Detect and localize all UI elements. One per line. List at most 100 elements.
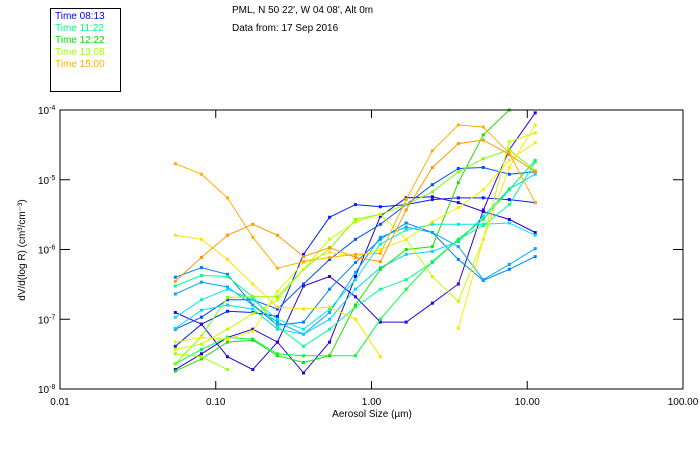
data-point xyxy=(404,225,408,229)
data-point xyxy=(456,170,460,174)
data-point xyxy=(173,315,177,319)
data-point xyxy=(302,255,306,259)
data-point xyxy=(199,237,203,241)
data-point xyxy=(481,157,485,161)
data-point xyxy=(251,303,255,307)
data-point xyxy=(430,245,434,249)
data-point xyxy=(533,111,537,115)
data-point xyxy=(430,165,434,169)
data-point xyxy=(251,307,255,311)
data-point xyxy=(533,170,537,174)
data-point xyxy=(199,308,203,312)
data-point xyxy=(275,295,279,299)
data-point xyxy=(533,247,537,251)
data-point xyxy=(378,317,382,321)
data-point xyxy=(353,203,357,207)
data-point xyxy=(173,368,177,372)
data-point xyxy=(456,245,460,249)
data-point xyxy=(199,322,203,326)
data-point xyxy=(533,255,537,259)
data-point xyxy=(507,217,511,221)
data-point xyxy=(353,278,357,282)
data-point xyxy=(275,317,279,321)
data-point xyxy=(199,355,203,359)
data-point xyxy=(378,242,382,246)
data-point xyxy=(199,347,203,351)
data-point xyxy=(251,298,255,302)
series-2 xyxy=(173,111,537,372)
data-point xyxy=(353,255,357,259)
data-point xyxy=(533,131,537,135)
data-point xyxy=(507,188,511,192)
data-point xyxy=(173,369,177,373)
data-point xyxy=(404,196,408,200)
data-point xyxy=(430,275,434,279)
data-point xyxy=(353,217,357,221)
series-line xyxy=(175,142,536,343)
data-point xyxy=(275,354,279,358)
data-point xyxy=(353,220,357,224)
data-point xyxy=(251,295,255,299)
series-11 xyxy=(173,108,511,373)
chart-title: PML, N 50 22', W 04 08', Alt 0m Data fro… xyxy=(232,2,373,38)
data-point xyxy=(456,206,460,210)
data-point xyxy=(507,165,511,169)
data-point xyxy=(199,357,203,361)
data-point xyxy=(251,329,255,333)
data-point xyxy=(456,282,460,286)
x-tick-label: 10.00 xyxy=(515,397,540,408)
legend-item-1500: Time 15:00 xyxy=(55,59,105,70)
data-point xyxy=(173,310,177,314)
data-point xyxy=(328,354,332,358)
data-point xyxy=(251,327,255,331)
series-8 xyxy=(173,221,537,331)
data-point xyxy=(328,257,332,261)
y-tick-label: 10-5 xyxy=(38,175,55,187)
data-point xyxy=(328,305,332,309)
data-point xyxy=(251,282,255,286)
data-point xyxy=(481,214,485,218)
data-point xyxy=(353,261,357,265)
data-point xyxy=(173,233,177,237)
data-point xyxy=(173,352,177,356)
data-point xyxy=(353,303,357,307)
data-point xyxy=(481,278,485,282)
data-point xyxy=(378,214,382,218)
data-point xyxy=(199,280,203,284)
data-point xyxy=(226,233,230,237)
data-point xyxy=(173,284,177,288)
series-14 xyxy=(173,131,537,351)
data-point xyxy=(481,188,485,192)
data-point xyxy=(199,172,203,176)
data-point xyxy=(226,355,230,359)
data-point xyxy=(404,221,408,225)
data-point xyxy=(353,270,357,274)
data-point xyxy=(481,138,485,142)
data-point xyxy=(199,352,203,356)
data-point xyxy=(173,347,177,351)
data-point xyxy=(404,320,408,324)
data-point xyxy=(226,272,230,276)
data-point xyxy=(430,301,434,305)
data-point xyxy=(404,198,408,202)
data-point xyxy=(173,275,177,279)
title-date: Data from: 17 Sep 2016 xyxy=(232,23,339,34)
data-point xyxy=(378,320,382,324)
data-point xyxy=(404,287,408,291)
data-point xyxy=(275,307,279,311)
series-line xyxy=(175,112,536,371)
data-point xyxy=(275,324,279,328)
y-tick-label: 10-6 xyxy=(38,245,55,257)
data-point xyxy=(430,183,434,187)
data-point xyxy=(378,212,382,216)
data-point xyxy=(378,266,382,270)
series-19 xyxy=(173,138,537,283)
data-point xyxy=(404,248,408,251)
legend-item-0813: Time 08:13 xyxy=(55,11,105,22)
data-point xyxy=(302,267,306,271)
data-point xyxy=(173,362,177,366)
y-axis-label: dV/d(log R) (cm³/cm⁻³) xyxy=(17,199,28,300)
data-point xyxy=(404,203,408,207)
data-point xyxy=(226,337,230,341)
